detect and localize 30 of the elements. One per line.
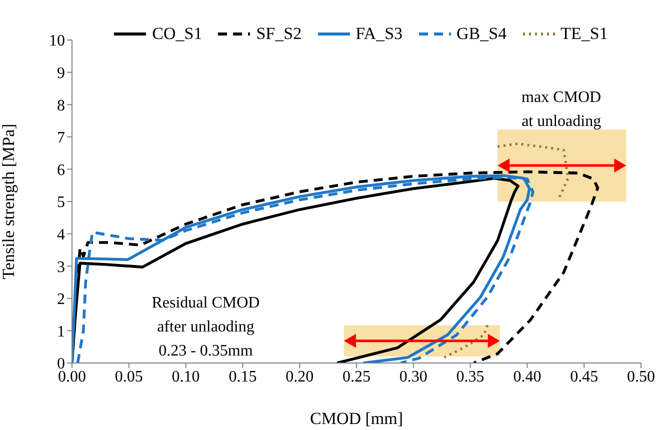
x-axis-title: CMOD [mm] xyxy=(310,409,404,428)
y-tick-label: 8 xyxy=(57,97,65,114)
legend-label: FA_S3 xyxy=(356,24,403,44)
legend-label: SF_S2 xyxy=(256,24,302,44)
x-tick-label: 0.40 xyxy=(513,368,542,386)
x-tick-label: 0.45 xyxy=(570,368,598,386)
x-tick-label: 0.10 xyxy=(172,368,200,386)
x-tick-label: 0.05 xyxy=(114,368,143,386)
x-tick-label: 0.00 xyxy=(58,368,86,386)
x-tick-label: 0.35 xyxy=(456,368,484,386)
annotation: max CMOD at unloading xyxy=(522,89,602,130)
y-axis-title: Tensile strength [MPa] xyxy=(0,124,18,280)
y-tick-label: 2 xyxy=(57,291,65,308)
y-tick-label: 10 xyxy=(49,32,65,50)
y-tick-label: 4 xyxy=(57,226,65,244)
y-tick-label: 5 xyxy=(57,194,65,212)
y-tick-label: 6 xyxy=(57,162,65,179)
legend-label: GB_S4 xyxy=(456,24,507,44)
y-tick-label: 3 xyxy=(57,258,65,276)
legend-label: TE_S1 xyxy=(560,24,608,44)
x-tick-label: 0.25 xyxy=(342,368,370,386)
y-tick-label: 1 xyxy=(57,323,65,340)
x-tick-label: 0.50 xyxy=(627,368,655,386)
legend-label: CO_S1 xyxy=(152,24,202,44)
annotation: Residual CMOD after unlaoding 0.23 - 0.35mm xyxy=(152,294,260,360)
x-tick-label: 0.15 xyxy=(228,368,257,386)
x-tick-label: 0.30 xyxy=(399,368,428,386)
y-tick-label: 9 xyxy=(57,64,65,82)
y-tick-label: 7 xyxy=(57,130,65,147)
x-tick-label: 0.20 xyxy=(286,368,314,386)
